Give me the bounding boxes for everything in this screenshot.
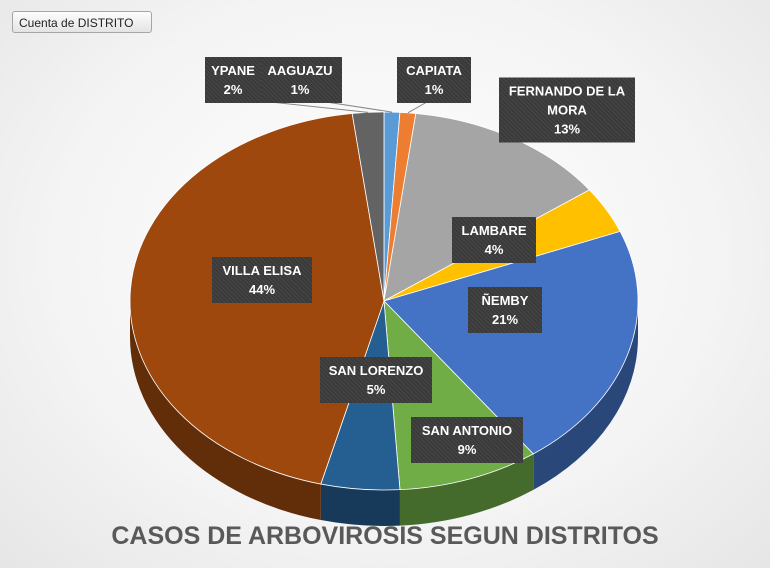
data-label: ÑEMBY 21% — [468, 287, 542, 333]
label-category: ÑEMBY — [481, 293, 529, 308]
slice-side — [533, 301, 638, 490]
label-category: AAGUAZU — [267, 63, 333, 78]
data-label: LAMBARE 4% — [452, 217, 536, 263]
label-category: FERNANDO DE LA MORA — [508, 83, 626, 118]
label-category: SAN ANTONIO — [421, 423, 513, 438]
label-category: VILLA ELISA — [222, 263, 302, 278]
chart-title: CASOS DE ARBOVIROSIS SEGUN DISTRITOS — [111, 522, 659, 550]
data-label: YPANE 2% — [205, 57, 261, 103]
label-value: 9% — [457, 442, 477, 457]
label-value: 13% — [553, 121, 581, 137]
slice — [383, 230, 639, 455]
data-label: VILLA ELISA 44% — [212, 257, 312, 303]
label-category: SAN LORENZO — [328, 363, 424, 378]
slice-side — [130, 301, 321, 521]
data-label: AAGUAZU 1% — [258, 57, 342, 103]
label-value: 1% — [424, 82, 444, 97]
label-category: CAPIATA — [406, 63, 462, 78]
slice-side — [399, 453, 534, 526]
data-label: FERNANDO DE LA MORA 13% — [499, 77, 635, 143]
label-value: 1% — [290, 82, 310, 97]
slice-side — [320, 484, 400, 527]
data-label: SAN ANTONIO 9% — [411, 417, 523, 463]
label-category: YPANE — [211, 63, 255, 78]
label-value: 5% — [366, 382, 386, 397]
data-label: SAN LORENZO 5% — [320, 357, 432, 403]
label-value: 4% — [484, 242, 504, 257]
label-value: 2% — [223, 82, 243, 97]
label-value: 21% — [491, 312, 519, 327]
label-category: LAMBARE — [461, 223, 527, 238]
label-value: 44% — [248, 282, 276, 297]
field-button[interactable]: Cuenta de DISTRITO — [12, 11, 152, 33]
data-label: CAPIATA 1% — [397, 57, 471, 103]
